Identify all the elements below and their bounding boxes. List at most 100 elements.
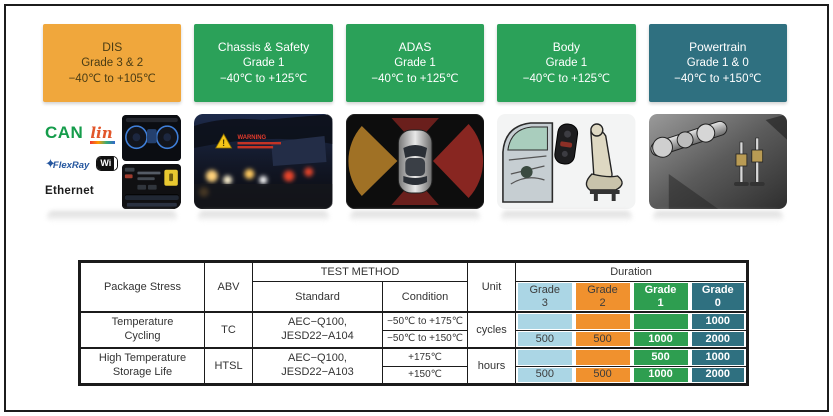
- duration-grade-1: [631, 311, 690, 331]
- valves: [733, 137, 765, 186]
- dis-connectivity-media: CAN lin ✦FlexRay WiFi Ethernet: [43, 114, 182, 209]
- col-header-grade-3: Grade 3: [515, 281, 574, 313]
- warning-text: WARNING: [238, 135, 267, 141]
- category-grade: Grade 1: [545, 57, 588, 70]
- powertrain-image: [648, 114, 787, 209]
- page-frame: DIS Grade 3 & 2 −40℃ to +105℃ Chassis & …: [4, 4, 829, 412]
- col-header-standard: Standard: [252, 281, 383, 313]
- category-grade: Grade 1: [242, 57, 285, 70]
- chassis-safety-photo: ! WARNING: [194, 114, 333, 209]
- wifi-logo: WiFi: [96, 156, 118, 171]
- instrument-cluster-image: [121, 115, 182, 161]
- duration-grade-3: [515, 311, 574, 331]
- standard: AEC−Q100, JESD22−A104: [252, 311, 383, 349]
- col-header-package-stress: Package Stress: [79, 261, 205, 313]
- category-name: Chassis & Safety: [217, 39, 310, 54]
- duration-grade-3: 500: [515, 365, 574, 385]
- lin-logo: lin: [90, 123, 116, 144]
- unit: hours: [467, 347, 517, 385]
- category-name: Body: [552, 39, 581, 54]
- duration-grade-0: 1000: [689, 311, 748, 331]
- stress-name: High Temperature Storage Life: [79, 347, 205, 385]
- category-temp-range: −40℃ to +125℃: [371, 73, 459, 86]
- adas-media-column: [345, 114, 485, 224]
- duration-grade-2: [573, 347, 632, 367]
- duration-grade-2: 500: [573, 365, 632, 385]
- col-header-abv: ABV: [204, 261, 253, 313]
- category-temp-range: −40℃ to +125℃: [219, 73, 308, 86]
- camshaft: [650, 120, 727, 158]
- connectivity-logos: CAN lin ✦FlexRay WiFi Ethernet: [43, 114, 118, 209]
- condition: +175℃: [381, 347, 469, 367]
- category-box-powertrain: Powertrain Grade 1 & 0 −40℃ to +150℃: [648, 24, 787, 102]
- col-header-grade-2: Grade 2: [573, 281, 632, 313]
- reflection: [501, 211, 632, 224]
- duration-grade-0: 2000: [689, 329, 748, 349]
- category-grade: Grade 1 & 0: [686, 57, 749, 70]
- category-name: ADAS: [398, 39, 432, 54]
- duration-grade-1: 1000: [631, 365, 690, 385]
- duration-grade-1: 1000: [631, 329, 690, 349]
- table-row: +150℃ 500 500 1000 2000: [80, 365, 748, 385]
- powertrain-media-column: [648, 114, 787, 224]
- stress-name: Temperature Cycling: [79, 311, 205, 349]
- duration-grade-3: 500: [515, 329, 574, 349]
- category-temp-range: −40℃ to +125℃: [522, 73, 610, 86]
- duration-grade-1: 500: [631, 347, 690, 367]
- stress-abv: HTSL: [204, 347, 253, 385]
- unit: cycles: [467, 311, 517, 349]
- condition: −50℃ to +150℃: [381, 329, 469, 349]
- category-box-dis: DIS Grade 3 & 2 −40℃ to +105℃: [43, 24, 182, 102]
- duration-grade-0: 2000: [689, 365, 748, 385]
- category-name: Powertrain: [689, 39, 747, 54]
- col-header-condition: Condition: [381, 281, 469, 313]
- duration-grade-0: 1000: [689, 347, 748, 367]
- duration-grade-2: [573, 311, 632, 331]
- col-header-duration: Duration: [515, 261, 749, 282]
- qualification-table: Package Stress ABV TEST METHOD Unit Dura…: [78, 260, 750, 386]
- svg-text:!: !: [223, 138, 226, 148]
- reflection: [349, 211, 481, 224]
- key-fob: [554, 123, 579, 165]
- ethernet-logo: Ethernet: [45, 184, 95, 197]
- category-box-adas: ADAS Grade 1 −40℃ to +125℃: [345, 24, 485, 102]
- car-seat: [585, 123, 623, 201]
- category-box-body: Body Grade 1 −40℃ to +125℃: [497, 24, 636, 102]
- category-grid: DIS Grade 3 & 2 −40℃ to +105℃ Chassis & …: [43, 24, 787, 224]
- col-header-grade-0: Grade 0: [689, 281, 748, 313]
- car-door: [502, 122, 554, 203]
- radar-zone-left: [348, 126, 398, 196]
- category-name: DIS: [102, 39, 123, 54]
- reflection: [47, 211, 178, 224]
- car-top-view: [397, 129, 433, 194]
- duration-grade-2: 500: [573, 329, 632, 349]
- dis-media-column: CAN lin ✦FlexRay WiFi Ethernet: [43, 114, 182, 224]
- col-header-unit: Unit: [467, 261, 517, 313]
- col-header-test-method: TEST METHOD: [251, 261, 469, 282]
- body-media-column: [497, 114, 636, 224]
- category-grade: Grade 1: [394, 57, 436, 70]
- dis-display-screens: [121, 114, 182, 209]
- table-row: Temperature Cycling TC AEC−Q100, JESD22−…: [79, 311, 748, 349]
- condition: +150℃: [381, 365, 469, 385]
- standard: AEC−Q100, JESD22−A103: [252, 347, 383, 385]
- adas-radar-image: [345, 114, 485, 209]
- flexray-logo: ✦FlexRay: [45, 155, 90, 171]
- can-logo: CAN: [45, 122, 84, 142]
- category-box-chassis-safety: Chassis & Safety Grade 1 −40℃ to +125℃: [194, 24, 333, 102]
- category-temp-range: −40℃ to +105℃: [68, 73, 156, 86]
- chassis-media-column: ! WARNING: [194, 114, 333, 224]
- reflection: [652, 211, 783, 224]
- condition: −50℃ to +175℃: [381, 311, 469, 331]
- category-grade: Grade 3 & 2: [81, 57, 144, 70]
- table-row: High Temperature Storage Life HTSL AEC−Q…: [79, 347, 748, 385]
- col-header-grade-1: Grade 1: [631, 281, 690, 313]
- duration-grade-3: [515, 347, 574, 367]
- infotainment-screen-image: [121, 163, 182, 209]
- radar-zone-right: [432, 124, 483, 198]
- warning-triangle-icon: [215, 133, 233, 149]
- table-row: −50℃ to +150℃ 500 500 1000 2000: [80, 329, 748, 349]
- category-temp-range: −40℃ to +150℃: [674, 73, 762, 86]
- flexray-star-icon: ✦: [45, 155, 56, 171]
- reflection: [198, 211, 329, 224]
